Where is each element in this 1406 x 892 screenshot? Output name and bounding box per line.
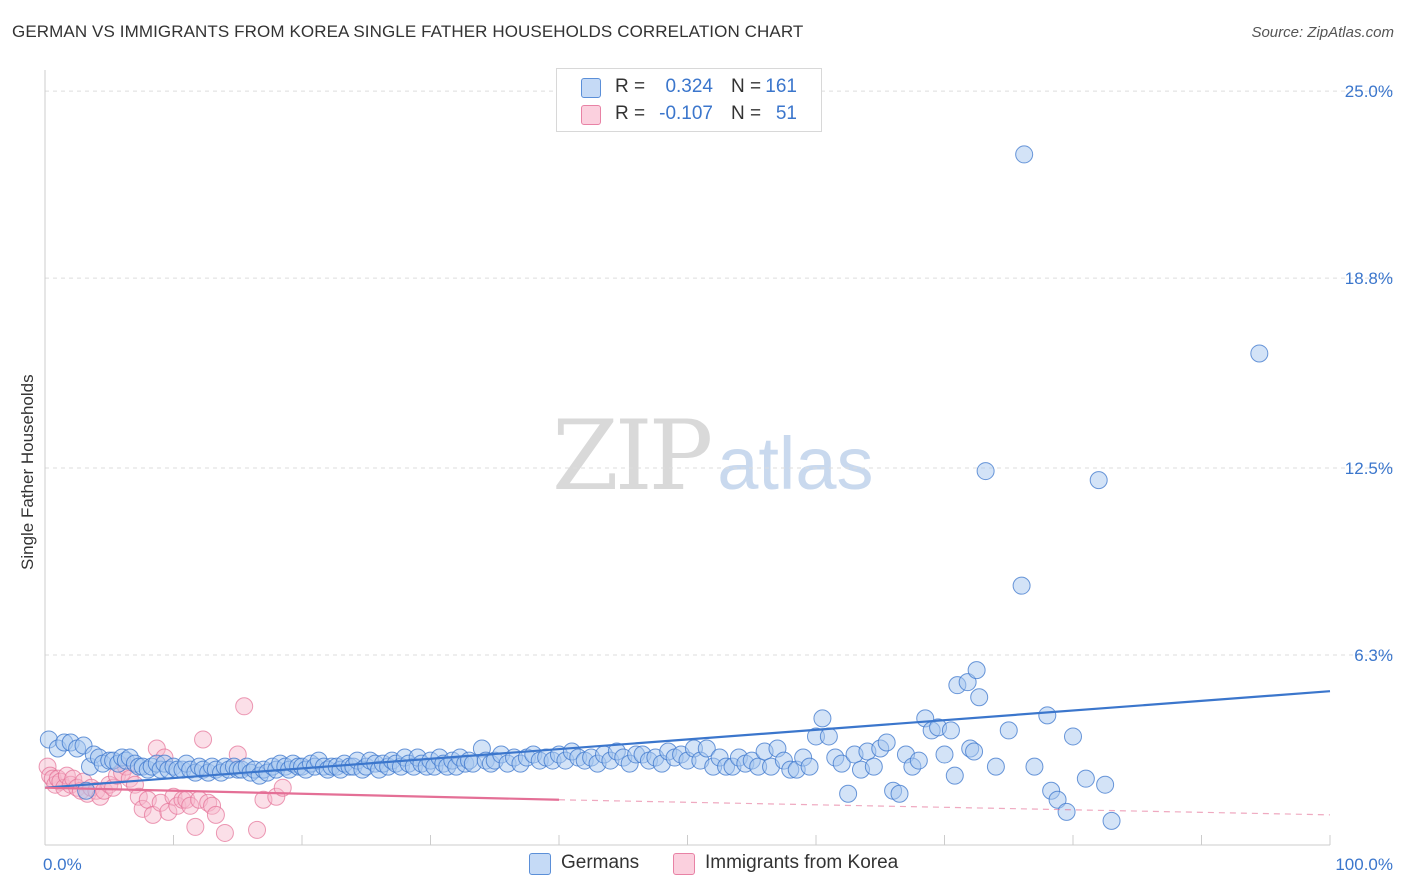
germans-point [813, 709, 832, 728]
chart-source: Source: ZipAtlas.com [1251, 24, 1394, 41]
y-tick-label: 18.8% [1345, 269, 1393, 288]
germans-point [999, 721, 1018, 740]
germans-point [77, 781, 96, 800]
korea-trend-line-extrapolated [558, 799, 1331, 816]
y-tick-label: 25.0% [1345, 82, 1393, 101]
legend-row-korea: R = -0.107 N = 51 [557, 101, 821, 127]
germans-point [819, 727, 838, 746]
series-legend: Germans Immigrants from Korea [0, 851, 1406, 877]
germans-point [970, 688, 989, 707]
germans-trend-line [44, 690, 1331, 789]
germans-point [864, 757, 883, 776]
germans-swatch [581, 78, 601, 98]
korea-point [203, 796, 222, 815]
germans-r-value: 0.324 [665, 76, 713, 97]
trend-lines [44, 690, 1331, 816]
germans-point [1057, 802, 1076, 821]
korea-legend-label: Immigrants from Korea [705, 852, 899, 873]
germans-point [1102, 811, 1121, 830]
germans-point [1096, 775, 1115, 794]
germans-point [986, 757, 1005, 776]
germans-point [1076, 769, 1095, 788]
germans-point [1012, 576, 1031, 595]
watermark-zip: ZIP [552, 400, 713, 512]
germans-point [877, 733, 896, 752]
germans-point [697, 739, 716, 758]
grid-lines [45, 90, 1395, 656]
korea-point [248, 820, 267, 839]
germans-point [935, 745, 954, 764]
germans-point [958, 673, 977, 692]
germans-point [1089, 471, 1108, 490]
germans-legend-swatch [529, 853, 551, 875]
germans-points [39, 145, 1269, 830]
watermark-atlas: atlas [717, 422, 874, 505]
germans-point [976, 462, 995, 481]
germans-point [890, 784, 909, 803]
korea-n-value: 51 [775, 103, 797, 124]
germans-point [1250, 344, 1269, 363]
korea-point [273, 778, 292, 797]
y-tick-label: 6.3% [1354, 646, 1393, 665]
x-tick-label: 0.0% [43, 855, 82, 874]
germans-point [1015, 145, 1034, 164]
germans-point [965, 742, 984, 761]
korea-r-value: -0.107 [659, 103, 713, 124]
x-tick-label: 100.0% [1335, 855, 1393, 874]
korea-point [186, 817, 205, 836]
axes [44, 70, 1331, 846]
korea-point [181, 796, 200, 815]
watermark: ZIP atlas [552, 400, 874, 512]
chart-title: GERMAN VS IMMIGRANTS FROM KOREA SINGLE F… [12, 22, 804, 41]
germans-point [909, 751, 928, 770]
germans-point [1048, 790, 1067, 809]
korea-r-label: R = [615, 103, 646, 124]
germans-point [945, 766, 964, 785]
germans-n-label: N = [731, 76, 762, 97]
tick-labels: 6.3% 12.5% 18.8% 25.0% 0.0% 100.0% [43, 82, 1393, 874]
korea-point [168, 796, 187, 815]
germans-point [1064, 727, 1082, 746]
germans-point [1038, 706, 1057, 725]
germans-point [832, 754, 851, 773]
korea-point [206, 805, 225, 824]
korea-legend-swatch [673, 853, 695, 875]
korea-point [194, 730, 213, 749]
legend-row-germans: R = 0.324 N = 161 [557, 74, 821, 100]
germans-legend-label: Germans [561, 852, 640, 873]
germans-n-value: 161 [765, 76, 797, 97]
korea-n-label: N = [731, 103, 762, 124]
korea-point [235, 697, 254, 716]
korea-point [133, 799, 152, 818]
germans-point [967, 661, 986, 680]
korea-point [215, 823, 234, 842]
germans-point [800, 757, 819, 776]
germans-r-label: R = [615, 76, 646, 97]
germans-point [839, 784, 858, 803]
y-tick-label: 12.5% [1345, 459, 1393, 478]
korea-trend-line [44, 786, 560, 801]
correlation-legend: R = 0.324 N = 161 R = -0.107 N = 51 [556, 68, 822, 132]
germans-point [1025, 757, 1044, 776]
korea-swatch [581, 105, 601, 125]
germans-point [941, 721, 960, 740]
